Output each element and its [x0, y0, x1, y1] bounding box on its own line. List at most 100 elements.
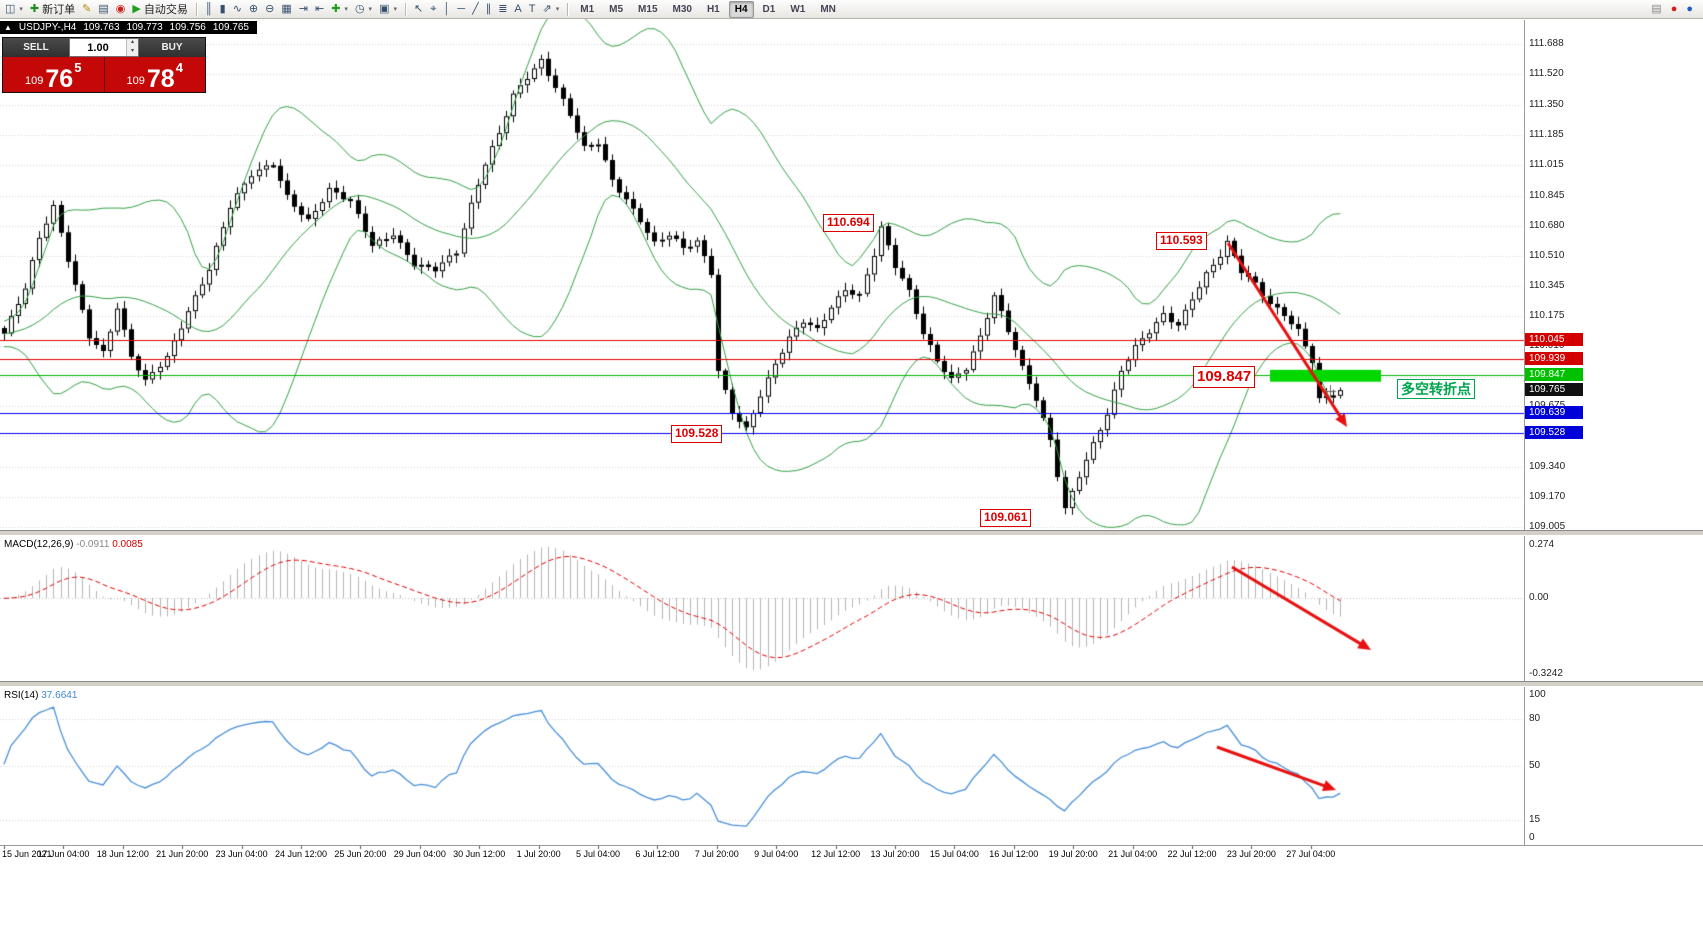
rsi-label: RSI(14) 37.6641: [4, 690, 77, 701]
timeframe-m1[interactable]: M1: [580, 3, 595, 15]
terminal-button[interactable]: ▤: [95, 1, 111, 18]
timeframe-w1[interactable]: W1: [790, 3, 806, 15]
metaeditor-button[interactable]: ✎: [79, 1, 94, 18]
buy-price-pips: 78: [146, 65, 175, 93]
autotrading-button-icon: ▶: [132, 2, 141, 15]
chart-shift-button[interactable]: ⇤: [312, 1, 327, 18]
zoom-in-button[interactable]: ⊕: [246, 1, 261, 18]
panel-splitter-rsi[interactable]: [0, 681, 1703, 687]
volume-value[interactable]: 1.00: [87, 41, 109, 54]
community-icon-glyph: ●: [1686, 2, 1693, 15]
news-icon-glyph: ▤: [1651, 2, 1662, 15]
sell-price-pips: 76: [45, 65, 74, 93]
label-button[interactable]: T: [526, 1, 539, 18]
sell-price-figure: 109: [25, 75, 44, 87]
volume-up-icon[interactable]: ▴: [127, 39, 138, 48]
fibonacci-button-icon: ≣: [498, 2, 508, 15]
quote-bar: ▲ USDJPY-,H4 109.763 109.773 109.756 109…: [0, 21, 257, 34]
toolbar-right-icons: ▤ ● ●: [1648, 1, 1701, 18]
label-button-icon: T: [528, 2, 536, 15]
line-chart-button[interactable]: ∿: [230, 1, 245, 18]
one-click-trade-panel: SELL 1.00 ▴ ▾ BUY 109 76 5 109 78 4: [2, 37, 206, 93]
channel-button[interactable]: ∥: [483, 1, 495, 18]
new-chart-button-icon: ◫: [5, 2, 16, 15]
autotrading-button[interactable]: ▶ 自动交易: [129, 1, 190, 18]
alert-icon[interactable]: ●: [1668, 1, 1681, 18]
panel-splitter-macd[interactable]: [0, 530, 1703, 536]
chevron-down-icon: ▾: [393, 6, 397, 13]
toolbar-separator: [195, 2, 197, 16]
zoom-out-button[interactable]: ⊖: [262, 1, 277, 18]
crosshair-button-icon: ⌖: [430, 2, 437, 15]
buy-price-figure: 109: [126, 75, 145, 87]
community-icon[interactable]: ●: [1683, 1, 1696, 18]
rsi-name: RSI(14): [4, 690, 39, 701]
sell-price-point: 5: [74, 60, 82, 75]
buy-button[interactable]: BUY: [139, 38, 205, 57]
metaeditor-button-icon: ✎: [82, 2, 92, 15]
arrows-button[interactable]: ⇗ ▾: [540, 1, 563, 18]
timeframe-m5[interactable]: M5: [609, 3, 624, 15]
crosshair-button[interactable]: ⌖: [427, 1, 439, 18]
new-order-button-icon: ✚: [29, 2, 40, 15]
chevron-down-icon: ▾: [555, 6, 560, 13]
timeframe-d1[interactable]: D1: [762, 3, 776, 15]
quote-close: 109.765: [212, 22, 249, 33]
cursor-button[interactable]: ↖: [411, 1, 426, 18]
zoom-in-button-icon: ⊕: [248, 2, 259, 15]
text-button[interactable]: A: [511, 1, 524, 18]
indicators-button[interactable]: ✚ ▾: [328, 1, 351, 18]
volume-down-icon[interactable]: ▾: [127, 47, 138, 56]
timeframe-m15[interactable]: M15: [638, 3, 658, 15]
price-axis-border: [1524, 20, 1525, 845]
buy-price-point: 4: [175, 60, 183, 75]
trade-panel-toggle-icon[interactable]: ▲: [4, 23, 12, 32]
vertical-line-button-icon: │: [443, 2, 451, 15]
candlestick-chart-button[interactable]: ▮: [217, 1, 229, 18]
rsi-value: 37.6641: [41, 690, 78, 701]
trendline-button[interactable]: ╱: [469, 1, 482, 18]
periods-button-icon: ◷: [354, 2, 365, 15]
timeframe-h1[interactable]: H1: [706, 3, 720, 15]
macd-label: MACD(12,26,9) -0.0911 0.0085: [4, 539, 143, 550]
vertical-line-button[interactable]: │: [440, 1, 453, 18]
terminal-button-icon: ▤: [98, 2, 109, 15]
quote-low: 109.756: [169, 22, 206, 33]
channel-button-icon: ∥: [485, 2, 492, 15]
templates-button[interactable]: ▣ ▾: [376, 1, 400, 18]
bar-chart-button[interactable]: ║: [202, 1, 216, 18]
sell-price-display[interactable]: 109 76 5: [3, 57, 105, 92]
new-order-button[interactable]: ✚ 新订单: [27, 1, 78, 18]
tile-windows-button[interactable]: ▦: [278, 1, 294, 18]
timeframe-h4[interactable]: H4: [728, 0, 754, 18]
macd-signal-value: 0.0085: [112, 539, 143, 550]
volume-field[interactable]: 1.00 ▴ ▾: [69, 38, 139, 57]
text-button-icon: A: [514, 2, 522, 15]
timeframe-m30[interactable]: M30: [672, 3, 692, 15]
macd-main-value: -0.0911: [76, 539, 110, 550]
symbol-period-label: USDJPY-,H4: [18, 22, 77, 33]
autotrading-button-label: 自动交易: [143, 4, 188, 16]
horizontal-line-button-icon: ─: [457, 2, 466, 15]
macd-name: MACD(12,26,9): [4, 539, 74, 550]
buy-price-display[interactable]: 109 78 4: [105, 57, 206, 92]
sell-button[interactable]: SELL: [3, 38, 69, 57]
candlestick-chart-button-icon: ▮: [219, 2, 226, 15]
arrows-button-icon: ⇗: [542, 2, 552, 15]
timeframe-mn[interactable]: MN: [820, 3, 836, 15]
new-chart-button[interactable]: ◫ ▾: [2, 1, 26, 18]
periods-button[interactable]: ◷ ▾: [352, 1, 375, 18]
news-icon[interactable]: ▤: [1648, 1, 1664, 18]
indicators-button-icon: ✚: [331, 2, 341, 15]
horizontal-line-button[interactable]: ─: [454, 1, 468, 18]
templates-button-icon: ▣: [379, 2, 390, 15]
toolbar-separator: [404, 2, 406, 16]
mql5-community-button[interactable]: ◉: [113, 1, 129, 18]
toolbar: ◫ ▾ ✚ 新订单 ✎ ▤ ◉ ▶ 自动交易 ║ ▮ ∿ ⊕ ⊖ ▦ ⇥ ⇤ ✚ ▾ ◷ ▾ ▣ ▾ ↖ ⌖ │ ─ ╱ ∥ ≣ A T ⇗ ▾ M…: [0, 0, 1703, 19]
fibonacci-button[interactable]: ≣: [495, 1, 510, 18]
auto-scroll-button[interactable]: ⇥: [296, 1, 311, 18]
chevron-down-icon: ▾: [19, 6, 23, 13]
trade-panel-header: SELL 1.00 ▴ ▾ BUY: [3, 38, 205, 57]
auto-scroll-button-icon: ⇥: [298, 2, 308, 15]
